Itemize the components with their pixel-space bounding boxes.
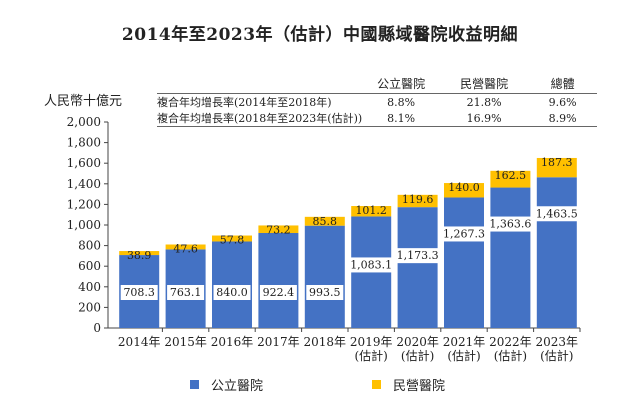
data-label-public-box	[167, 285, 205, 300]
cagr-cell-public: 8.8%	[387, 95, 416, 109]
data-label-public: 993.5	[309, 286, 341, 299]
x-tick-label: 2018年	[304, 335, 347, 349]
bar-public	[536, 177, 577, 328]
x-tick-label: 2021年	[443, 335, 486, 349]
data-label-public: 1,363.6	[489, 218, 531, 231]
bar-private	[258, 225, 299, 233]
cagr-row: 複合年均增長率(2018年至2023年(估計)) 8.1% 16.9% 8.9%	[157, 110, 597, 127]
y-tick-label: 200	[78, 300, 101, 314]
cagr-cell-private: 16.9%	[440, 110, 529, 127]
y-tick-label: 600	[78, 259, 101, 273]
legend-item-private: 民營醫院	[372, 375, 445, 394]
y-tick-label: 1,000	[67, 218, 101, 232]
cagr-table: 公立醫院 民營醫院 總體 複合年均增長率(2014年至2018年) 8.8% 2…	[157, 73, 597, 127]
data-label-public-box	[485, 216, 536, 232]
data-label-private: 47.6	[173, 242, 198, 255]
data-label-public: 840.0	[216, 286, 248, 299]
data-label-public: 1,083.1	[350, 258, 392, 271]
x-tick-label: (估計)	[540, 348, 573, 363]
cagr-cell-private: 21.8%	[466, 95, 502, 109]
cagr-cell-public: 8.1%	[362, 110, 441, 127]
data-label-private: 162.5	[495, 169, 527, 182]
cagr-header-private: 民營醫院	[440, 73, 529, 94]
bar-private	[444, 183, 484, 198]
legend-item-public: 公立醫院	[190, 375, 263, 394]
cagr-header-total: 總體	[528, 73, 597, 94]
data-label-public: 763.1	[170, 286, 202, 299]
data-label-public: 922.4	[263, 286, 295, 299]
y-tick-label: 1,800	[67, 136, 101, 150]
bar-public	[490, 187, 531, 328]
bar-private	[397, 194, 438, 208]
legend-label-private: 民營醫院	[393, 379, 446, 394]
data-label-private: 119.6	[402, 193, 434, 206]
data-label-public-box	[346, 257, 397, 273]
bar-public	[397, 207, 438, 328]
x-tick-label: 2017年	[257, 335, 300, 349]
bar-private	[490, 170, 531, 188]
data-label-public-box	[531, 206, 582, 222]
data-label-public-box	[392, 248, 443, 264]
y-tick-label: 1,600	[67, 156, 101, 170]
bar-public	[258, 232, 299, 328]
x-tick-label: (估計)	[355, 348, 388, 363]
bar-private	[165, 244, 206, 250]
cagr-row: 複合年均增長率(2014年至2018年) 8.8% 21.8% 9.6%	[157, 94, 597, 111]
data-label-public-box	[213, 285, 251, 300]
cagr-row-label: 複合年均增長率(2018年至2023年(估計))	[157, 110, 363, 127]
cagr-cell-total: 9.6%	[548, 95, 577, 109]
data-label-public: 1,463.5	[536, 207, 578, 220]
bar-private	[536, 157, 577, 178]
y-tick-label: 800	[78, 239, 101, 253]
x-tick-label: 2016年	[211, 335, 254, 349]
cagr-header-blank	[157, 73, 363, 94]
y-tick-label: 1,200	[67, 197, 101, 211]
data-label-private: 57.8	[220, 234, 245, 247]
bar-public	[304, 225, 345, 328]
bar-private	[351, 206, 392, 217]
chart-title: 2014年至2023年（估計）中國縣域醫院收益明細	[121, 25, 519, 45]
x-tick-label: (估計)	[494, 348, 527, 363]
y-tick-label: 400	[78, 280, 101, 294]
cagr-header-public: 公立醫院	[362, 73, 441, 94]
x-tick-label: 2014年	[118, 335, 161, 349]
y-tick-label: 0	[93, 321, 101, 335]
data-label-private: 187.3	[541, 156, 573, 169]
cagr-cell-total: 8.9%	[528, 110, 597, 127]
data-label-public-box	[306, 285, 344, 300]
x-tick-label: 2019年	[350, 335, 393, 349]
cagr-header-row: 公立醫院 民營醫院 總體	[157, 73, 597, 94]
data-label-private: 101.2	[355, 204, 387, 217]
data-label-public-box	[259, 285, 297, 300]
x-tick-label: 2022年	[489, 335, 532, 349]
y-tick-label: 1,400	[67, 177, 101, 191]
bar-private	[304, 216, 345, 226]
data-label-private: 85.8	[313, 215, 338, 228]
data-label-public: 1,173.3	[397, 249, 439, 262]
legend-swatch-private	[372, 380, 381, 389]
x-tick-label: (估計)	[447, 348, 480, 363]
data-label-public-box	[120, 285, 158, 300]
data-label-public-box	[438, 226, 490, 242]
x-tick-label: 2023年	[536, 335, 579, 349]
data-label-public: 1,267.3	[443, 227, 485, 240]
y-axis-title: 人民幣十億元	[44, 94, 123, 109]
data-label-public: 708.3	[123, 286, 155, 299]
data-label-private: 38.9	[127, 249, 152, 262]
bar-public	[444, 197, 484, 328]
legend-swatch-public	[190, 380, 199, 389]
x-tick-label: (估計)	[401, 348, 434, 363]
bar-public	[212, 241, 252, 328]
x-tick-label: 2020年	[396, 335, 439, 349]
data-label-private: 140.0	[448, 181, 480, 194]
y-tick-label: 2,000	[67, 115, 101, 129]
bar-private	[119, 251, 160, 256]
legend-label-public: 公立醫院	[211, 379, 264, 394]
data-label-private: 73.2	[266, 223, 291, 236]
x-tick-label: 2015年	[164, 335, 207, 349]
cagr-row-label: 複合年均增長率(2014年至2018年)	[157, 96, 332, 109]
bar-private	[212, 235, 252, 242]
